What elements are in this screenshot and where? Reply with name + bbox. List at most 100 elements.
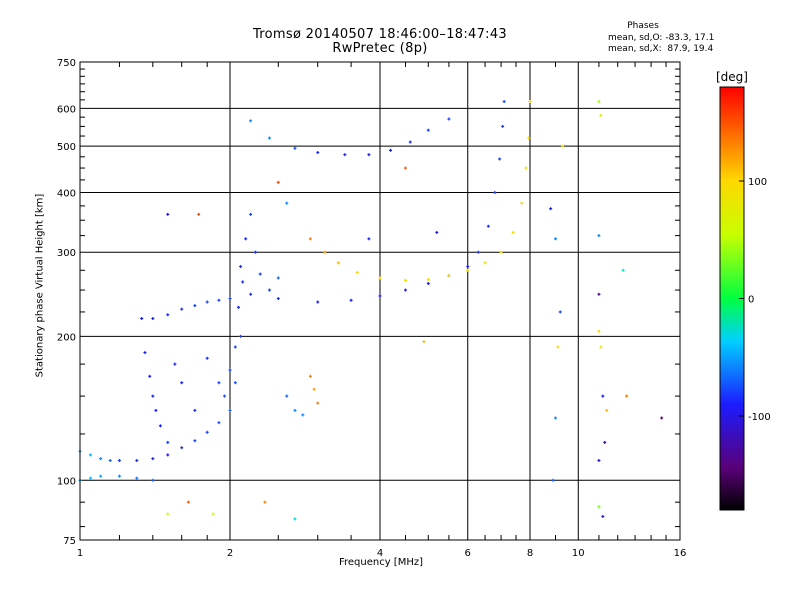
data-point <box>336 261 340 265</box>
data-point <box>597 100 601 104</box>
data-point <box>166 440 170 444</box>
data-point <box>89 476 93 480</box>
data-point <box>426 128 430 132</box>
colorbar-tick-label: -100 <box>748 412 771 423</box>
data-point <box>293 517 297 521</box>
data-point <box>367 153 371 157</box>
data-point <box>239 334 243 338</box>
data-point <box>408 140 412 144</box>
data-point <box>621 268 625 272</box>
colorbar-tick-label: 0 <box>748 295 754 306</box>
data-point <box>549 207 553 211</box>
data-point <box>193 439 197 443</box>
data-point <box>597 329 601 333</box>
data-point <box>601 514 605 518</box>
data-point <box>148 374 152 378</box>
data-point <box>389 148 393 152</box>
phase-stats-x: mean, sd,X: 87.9, 19.4 <box>608 44 714 54</box>
x-tick-label: 16 <box>674 548 687 559</box>
data-point <box>597 292 601 296</box>
data-point <box>249 119 253 123</box>
colorbar-gradient <box>719 86 745 511</box>
data-point <box>99 457 103 461</box>
data-point <box>493 190 497 194</box>
data-point <box>228 368 232 372</box>
y-tick-label: 200 <box>57 332 76 343</box>
data-point <box>605 408 609 412</box>
data-point <box>78 449 82 453</box>
data-point <box>276 276 280 280</box>
data-point <box>308 237 312 241</box>
data-point <box>367 237 371 241</box>
data-point <box>316 150 320 154</box>
data-point <box>154 408 158 412</box>
data-point <box>217 381 221 385</box>
data-point <box>267 136 271 140</box>
data-point <box>403 278 407 282</box>
data-point <box>205 300 209 304</box>
data-point <box>601 394 605 398</box>
data-point <box>558 310 562 314</box>
data-point <box>501 124 505 128</box>
data-point <box>205 356 209 360</box>
data-point <box>249 292 253 296</box>
data-point <box>151 394 155 398</box>
data-point <box>239 265 243 269</box>
data-point <box>140 316 144 320</box>
data-point <box>143 351 147 355</box>
data-point <box>166 212 170 216</box>
data-point <box>343 153 347 157</box>
x-tick-label: 10 <box>572 548 585 559</box>
data-point <box>276 297 280 301</box>
data-point <box>660 416 664 420</box>
data-point <box>293 408 297 412</box>
data-point <box>228 297 232 301</box>
data-point <box>323 250 327 254</box>
data-point <box>233 345 237 349</box>
data-point <box>597 234 601 238</box>
data-point <box>253 250 257 254</box>
data-point <box>466 268 470 272</box>
data-point <box>551 478 555 482</box>
data-point <box>378 276 382 280</box>
chart-title: Tromsø 20140507 18:46:00–18:47:43 <box>252 27 508 42</box>
data-point <box>173 362 177 366</box>
data-point <box>249 212 253 216</box>
data-point <box>158 424 162 428</box>
phase-stats-header: Phases <box>627 21 659 31</box>
data-point <box>599 113 603 117</box>
data-point <box>403 166 407 170</box>
data-point <box>556 345 560 349</box>
data-point <box>597 505 601 509</box>
data-point <box>447 117 451 121</box>
data-point <box>603 440 607 444</box>
data-point <box>151 478 155 482</box>
data-point <box>135 476 139 480</box>
data-point <box>378 294 382 298</box>
data-point <box>476 250 480 254</box>
data-point <box>193 408 197 412</box>
data-point <box>528 100 532 104</box>
data-point <box>244 237 248 241</box>
data-point <box>426 278 430 282</box>
data-point <box>267 288 271 292</box>
data-point <box>553 237 557 241</box>
data-point <box>561 144 565 148</box>
data-point <box>511 230 515 234</box>
x-tick-label: 6 <box>465 548 471 559</box>
data-point <box>117 474 121 478</box>
data-point <box>435 230 439 234</box>
y-tick-label: 400 <box>57 188 76 199</box>
data-point <box>217 421 221 425</box>
data-point <box>312 387 316 391</box>
data-point <box>205 430 209 434</box>
data-point <box>483 261 487 265</box>
data-point <box>527 136 531 140</box>
plot-frame <box>79 61 681 541</box>
data-point <box>403 288 407 292</box>
data-point <box>223 394 227 398</box>
data-point <box>135 458 139 462</box>
data-point <box>466 265 470 269</box>
data-point <box>151 457 155 461</box>
